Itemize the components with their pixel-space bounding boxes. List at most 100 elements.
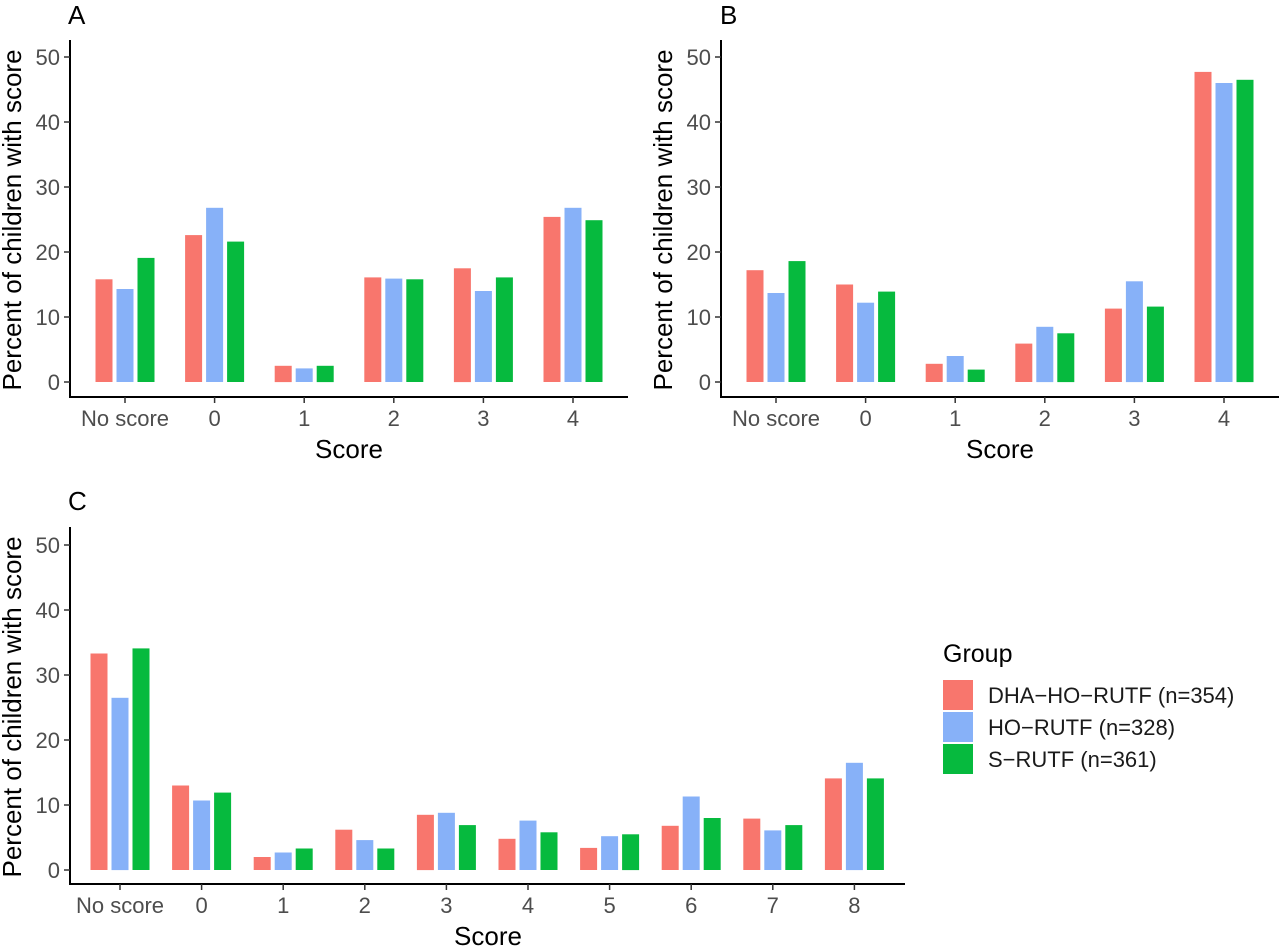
panel-b-y-axis-title: Percent of children with score [648, 49, 678, 390]
bar-a-2-0 [137, 257, 155, 382]
bar-c-2-8 [785, 825, 803, 870]
y-tick-label-a-0: 0 [48, 370, 60, 395]
bar-a-2-2 [316, 365, 334, 383]
x-tick-label-a-3: 2 [388, 406, 400, 431]
bar-c-0-1 [172, 785, 190, 870]
bar-c-1-4 [437, 812, 455, 870]
bar-c-2-1 [214, 792, 232, 870]
bar-c-2-6 [622, 834, 640, 871]
legend-label-dha-ho-rutf: DHA−HO−RUTF (n=354) [988, 683, 1234, 708]
bar-c-0-2 [253, 857, 271, 870]
legend-title: Group [943, 640, 1012, 668]
x-tick-label-c-7: 6 [685, 893, 697, 918]
x-tick-label-c-6: 5 [603, 893, 615, 918]
y-tick-label-c-5: 50 [36, 533, 60, 558]
x-tick-label-a-2: 1 [298, 406, 310, 431]
bar-a-2-3 [406, 279, 424, 382]
bar-c-0-5 [498, 838, 516, 870]
x-tick-label-c-5: 4 [522, 893, 534, 918]
bar-c-2-2 [295, 848, 313, 870]
y-tick-label-b-5: 50 [687, 45, 711, 70]
y-tick-label-a-2: 20 [36, 240, 60, 265]
x-tick-label-a-5: 4 [567, 406, 579, 431]
panel-c: C Percent of children with score Score 0… [0, 486, 905, 949]
bar-c-0-3 [335, 829, 353, 870]
legend-label-ho-rutf: HO−RUTF (n=328) [988, 715, 1175, 740]
panel-a-tag: A [68, 0, 86, 30]
bar-c-0-0 [90, 653, 108, 870]
bar-c-0-8 [743, 818, 761, 870]
y-tick-label-b-4: 40 [687, 110, 711, 135]
x-tick-label-c-0: No score [76, 893, 164, 918]
legend: Group DHA−HO−RUTF (n=354) HO−RUTF (n=328… [943, 640, 1234, 774]
legend-label-s-rutf: S−RUTF (n=361) [988, 747, 1157, 772]
y-tick-label-a-3: 30 [36, 175, 60, 200]
bar-b-1-3 [1036, 326, 1054, 383]
bar-b-1-4 [1125, 281, 1143, 383]
bar-c-1-2 [274, 852, 292, 870]
y-tick-label-a-5: 50 [36, 45, 60, 70]
x-tick-label-b-2: 1 [949, 406, 961, 431]
bar-b-0-5 [1194, 71, 1212, 383]
bar-b-1-1 [857, 302, 875, 382]
panel-c-plot: 0 10 20 30 40 50 No score 0 1 2 3 4 5 6 7 8 [36, 527, 905, 918]
legend-swatch-dha-ho-rutf [943, 680, 973, 710]
bar-b-2-3 [1057, 333, 1075, 383]
y-tick-label-c-1: 10 [36, 793, 60, 818]
bar-c-0-7 [661, 825, 679, 870]
bar-a-1-2 [295, 368, 313, 382]
bar-c-2-0 [132, 648, 150, 870]
y-tick-label-c-3: 30 [36, 663, 60, 688]
panel-b-plot: 0 10 20 30 40 50 No score 0 1 2 3 4 [687, 40, 1279, 431]
panel-b-x-axis-title: Score [966, 434, 1034, 464]
bar-b-0-1 [836, 284, 854, 382]
y-tick-label-b-0: 0 [699, 370, 711, 395]
panel-a-plot: 0 10 20 30 40 50 No score 0 1 2 3 4 [36, 40, 628, 431]
bar-c-2-4 [458, 825, 476, 870]
bar-c-0-6 [580, 847, 598, 870]
x-tick-label-b-4: 3 [1128, 406, 1140, 431]
bar-c-2-3 [377, 848, 395, 870]
bar-c-2-9 [866, 778, 884, 870]
bar-b-2-2 [967, 369, 985, 382]
panel-b-tag: B [720, 0, 737, 30]
x-tick-label-b-1: 0 [859, 406, 871, 431]
bar-a-1-1 [206, 207, 224, 382]
legend-swatch-ho-rutf [943, 712, 973, 742]
bar-b-1-0 [767, 293, 785, 382]
bar-b-2-1 [878, 291, 896, 382]
panel-b: B Percent of children with score Score 0… [648, 0, 1279, 464]
x-tick-label-c-4: 3 [440, 893, 452, 918]
bar-b-1-2 [946, 356, 964, 382]
x-tick-label-c-3: 2 [359, 893, 371, 918]
panel-c-x-axis-title: Score [454, 921, 522, 949]
x-tick-label-c-8: 7 [767, 893, 779, 918]
y-tick-label-b-2: 20 [687, 240, 711, 265]
bar-c-1-8 [764, 830, 782, 870]
x-tick-label-c-1: 0 [195, 893, 207, 918]
bar-c-1-3 [356, 840, 374, 870]
panel-a-y-axis-title: Percent of children with score [0, 49, 27, 390]
x-tick-label-b-3: 2 [1039, 406, 1051, 431]
bar-a-0-0 [95, 279, 113, 382]
x-tick-label-c-2: 1 [277, 893, 289, 918]
bar-a-1-3 [385, 278, 403, 382]
bar-a-0-3 [364, 277, 382, 382]
bar-a-2-1 [227, 241, 245, 382]
bar-a-2-5 [585, 220, 603, 382]
bar-a-0-1 [185, 235, 203, 382]
bar-a-0-4 [453, 268, 471, 383]
bar-c-1-6 [601, 836, 619, 870]
bar-b-2-5 [1236, 79, 1254, 383]
bar-c-1-0 [111, 697, 129, 871]
bar-c-1-9 [845, 762, 863, 871]
bar-a-0-2 [274, 365, 292, 383]
x-tick-label-b-5: 4 [1218, 406, 1230, 431]
panel-a: A Percent of children with score Score 0… [0, 0, 628, 464]
bar-a-1-5 [564, 207, 582, 382]
y-tick-label-b-1: 10 [687, 305, 711, 330]
bar-b-0-3 [1015, 343, 1033, 382]
y-tick-label-c-4: 40 [36, 598, 60, 623]
bar-c-0-9 [824, 778, 842, 870]
